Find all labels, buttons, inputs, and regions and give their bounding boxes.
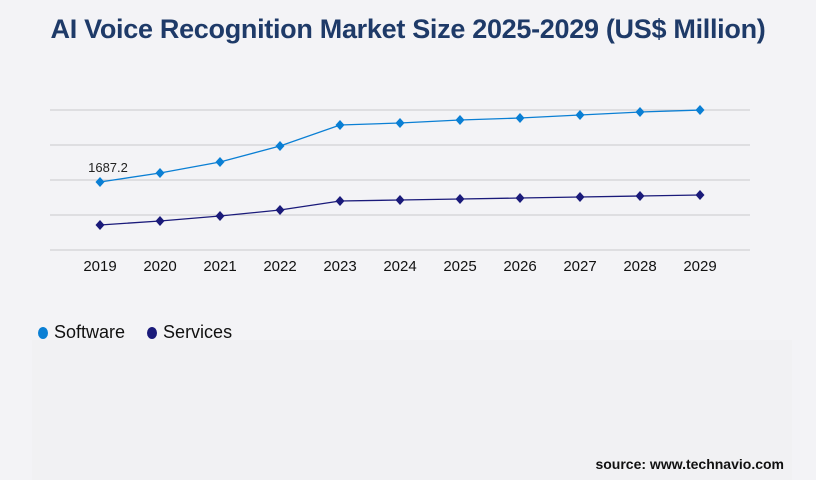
x-tick-label: 2022 xyxy=(263,258,296,275)
data-point xyxy=(635,107,645,118)
data-point xyxy=(95,177,105,188)
legend-marker-icon xyxy=(38,326,48,339)
source-credit: source: www.technavio.com xyxy=(595,456,784,472)
data-point xyxy=(275,205,285,216)
chart-title: AI Voice Recognition Market Size 2025-20… xyxy=(50,14,766,44)
data-point xyxy=(335,195,345,206)
x-tick-label: 2021 xyxy=(203,258,236,275)
x-tick-label: 2029 xyxy=(683,258,716,275)
data-point xyxy=(575,192,585,203)
data-point xyxy=(395,195,405,206)
data-point xyxy=(635,190,645,201)
x-tick-label: 2027 xyxy=(563,258,596,275)
data-point xyxy=(575,110,585,121)
data-point xyxy=(335,120,345,131)
x-tick-label: 2019 xyxy=(83,258,116,275)
data-point xyxy=(395,118,405,129)
data-point xyxy=(455,115,465,126)
x-tick-label: 2020 xyxy=(143,258,176,275)
data-point xyxy=(155,168,165,179)
data-point xyxy=(215,210,225,221)
legend-label: Services xyxy=(163,322,233,342)
data-point xyxy=(515,193,525,204)
data-point xyxy=(455,194,465,205)
x-tick-label: 2028 xyxy=(623,258,656,275)
data-point xyxy=(95,220,105,231)
x-tick-label: 2026 xyxy=(503,258,536,275)
data-point xyxy=(695,189,705,200)
x-tick-label: 2025 xyxy=(443,258,476,275)
footer-panel xyxy=(32,340,792,480)
legend-marker-icon xyxy=(147,326,158,339)
data-point xyxy=(215,157,225,168)
line-chart: 2019 2020 2021 2022 2023 2024 2025 2026 2027 2028… xyxy=(50,105,750,275)
data-point xyxy=(515,113,525,124)
data-point xyxy=(155,215,165,226)
legend: Software Services xyxy=(38,322,232,343)
data-point xyxy=(695,105,705,116)
legend-label: Software xyxy=(54,322,126,342)
data-label: 1687.2 xyxy=(88,160,128,175)
x-tick-label: 2023 xyxy=(323,258,356,275)
data-point xyxy=(275,141,285,152)
legend-item-services: Services xyxy=(147,322,232,343)
legend-item-software: Software xyxy=(38,322,125,343)
x-tick-label: 2024 xyxy=(383,258,416,275)
